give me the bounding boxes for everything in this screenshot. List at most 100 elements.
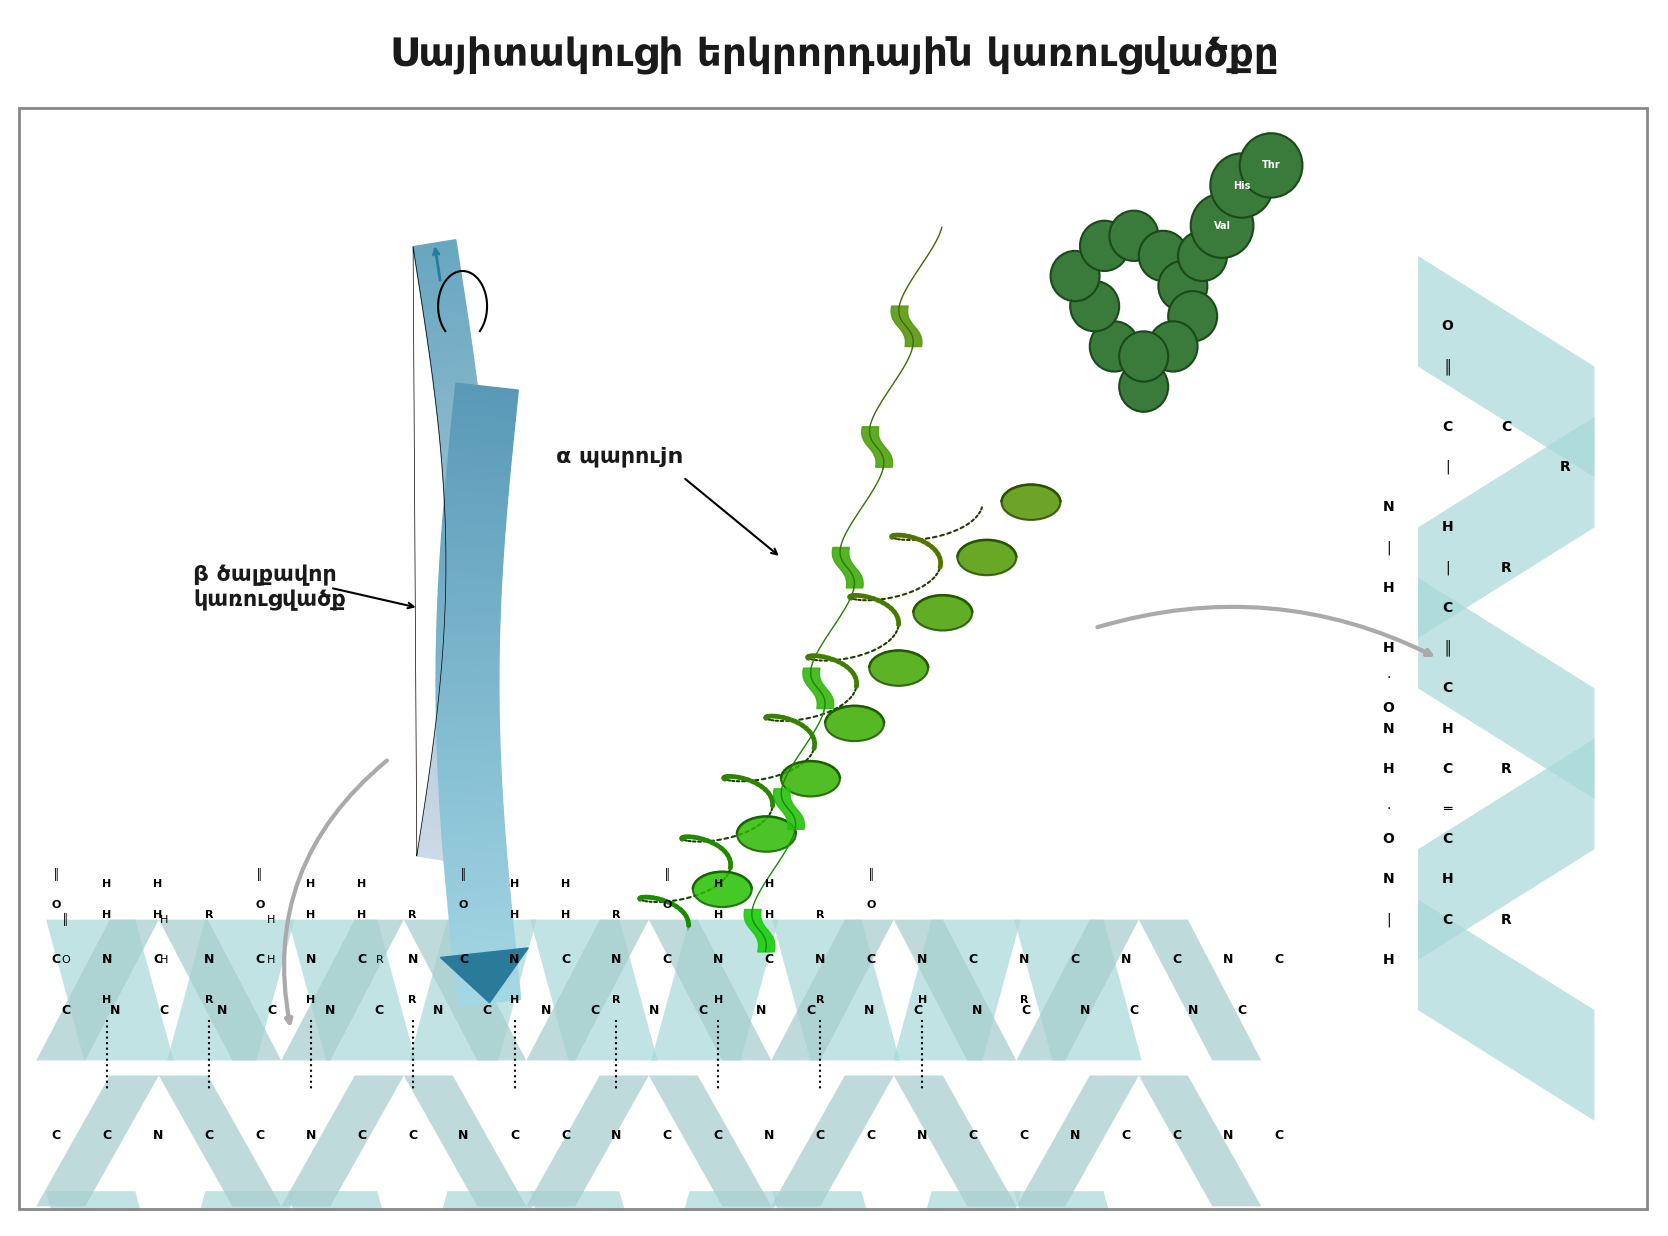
Polygon shape xyxy=(449,900,510,912)
Polygon shape xyxy=(444,616,487,624)
Polygon shape xyxy=(437,628,500,637)
Polygon shape xyxy=(439,591,500,599)
Polygon shape xyxy=(444,634,487,643)
Text: H: H xyxy=(714,995,722,1005)
Polygon shape xyxy=(422,302,467,315)
Circle shape xyxy=(1051,251,1099,302)
Polygon shape xyxy=(439,777,502,786)
Text: ║: ║ xyxy=(62,913,68,926)
Polygon shape xyxy=(444,478,487,487)
Polygon shape xyxy=(530,920,657,1060)
Polygon shape xyxy=(445,603,489,612)
Text: H: H xyxy=(160,915,168,925)
Text: N: N xyxy=(816,953,826,967)
Text: C: C xyxy=(459,953,469,967)
Ellipse shape xyxy=(869,650,927,686)
Polygon shape xyxy=(651,920,779,1060)
Text: C: C xyxy=(1238,1004,1246,1017)
Polygon shape xyxy=(445,567,489,574)
Polygon shape xyxy=(425,314,469,328)
Text: C: C xyxy=(153,953,162,967)
Text: N: N xyxy=(1079,1004,1091,1017)
Polygon shape xyxy=(289,1192,415,1236)
Polygon shape xyxy=(422,812,465,826)
Polygon shape xyxy=(432,744,475,756)
Polygon shape xyxy=(1139,1075,1261,1206)
Polygon shape xyxy=(419,271,462,284)
Polygon shape xyxy=(440,677,484,687)
Polygon shape xyxy=(1418,417,1595,638)
Polygon shape xyxy=(419,277,462,290)
Polygon shape xyxy=(454,402,517,415)
Polygon shape xyxy=(1016,920,1139,1060)
Polygon shape xyxy=(417,843,462,857)
Polygon shape xyxy=(445,489,507,502)
Text: R: R xyxy=(375,955,384,965)
Ellipse shape xyxy=(781,761,841,796)
Polygon shape xyxy=(454,955,517,969)
Text: H: H xyxy=(267,955,275,965)
Polygon shape xyxy=(437,654,499,661)
Polygon shape xyxy=(450,439,512,452)
Text: H: H xyxy=(267,915,275,925)
Text: C: C xyxy=(357,953,367,967)
Text: R: R xyxy=(816,910,824,920)
Polygon shape xyxy=(440,796,502,806)
Text: ·: · xyxy=(1386,802,1391,816)
Text: C: C xyxy=(816,1130,826,1142)
Polygon shape xyxy=(435,685,499,692)
Polygon shape xyxy=(894,920,1016,1060)
Polygon shape xyxy=(442,460,485,468)
Polygon shape xyxy=(427,328,470,340)
Text: H: H xyxy=(1383,953,1394,967)
Text: N: N xyxy=(509,953,520,967)
Polygon shape xyxy=(452,943,515,957)
Polygon shape xyxy=(437,716,499,723)
Text: C: C xyxy=(1501,420,1511,434)
Text: H: H xyxy=(1441,520,1453,534)
Circle shape xyxy=(1191,194,1253,258)
Polygon shape xyxy=(409,1192,537,1236)
Polygon shape xyxy=(437,728,500,737)
Polygon shape xyxy=(452,937,515,950)
Text: H: H xyxy=(510,995,519,1005)
Polygon shape xyxy=(527,920,649,1060)
Polygon shape xyxy=(415,258,460,272)
Polygon shape xyxy=(435,672,499,680)
Polygon shape xyxy=(447,881,509,894)
Polygon shape xyxy=(442,522,505,533)
Polygon shape xyxy=(437,403,480,414)
Ellipse shape xyxy=(737,817,796,852)
Polygon shape xyxy=(289,920,415,1060)
Text: C: C xyxy=(1443,761,1453,776)
Polygon shape xyxy=(437,409,480,420)
Polygon shape xyxy=(445,609,489,618)
Polygon shape xyxy=(422,818,465,832)
Text: C: C xyxy=(1173,953,1181,967)
Polygon shape xyxy=(282,1075,404,1206)
Polygon shape xyxy=(444,508,507,520)
Text: N: N xyxy=(610,1130,622,1142)
Circle shape xyxy=(1178,231,1228,281)
Polygon shape xyxy=(439,421,482,433)
Text: C: C xyxy=(52,953,60,967)
Polygon shape xyxy=(442,838,505,850)
Polygon shape xyxy=(450,433,514,446)
Text: C: C xyxy=(969,953,977,967)
Polygon shape xyxy=(437,597,500,606)
Polygon shape xyxy=(439,565,502,575)
Polygon shape xyxy=(442,452,485,462)
Text: C: C xyxy=(806,1004,816,1017)
Polygon shape xyxy=(449,452,512,465)
Polygon shape xyxy=(445,548,489,555)
Polygon shape xyxy=(649,920,771,1060)
Text: C: C xyxy=(357,1130,367,1142)
Circle shape xyxy=(1119,331,1168,382)
Polygon shape xyxy=(429,340,472,352)
Text: N: N xyxy=(434,1004,444,1017)
Ellipse shape xyxy=(692,871,752,907)
Polygon shape xyxy=(444,491,487,499)
Text: H: H xyxy=(1383,761,1394,776)
Polygon shape xyxy=(445,572,489,580)
Text: C: C xyxy=(1121,1130,1131,1142)
